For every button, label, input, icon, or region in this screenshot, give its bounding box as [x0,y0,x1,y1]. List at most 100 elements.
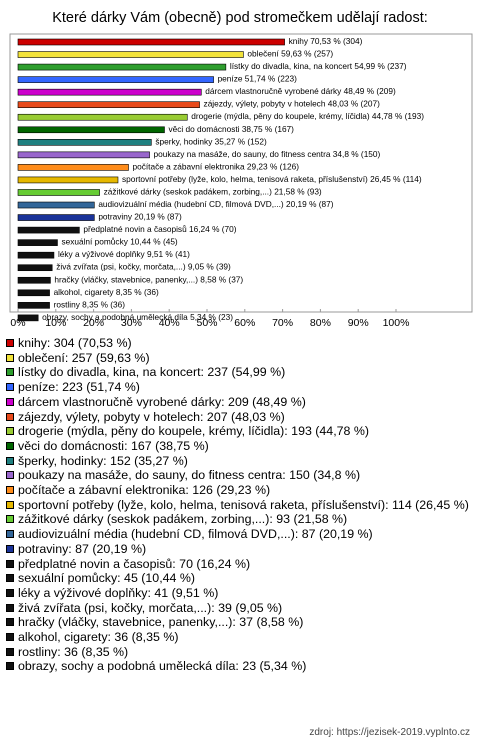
legend-item: rostliny: 36 (8,35 %) [6,645,472,660]
bar-label: předplatné novin a časopisů 16,24 % (70) [83,224,236,234]
legend-item: živá zvířata (psi, kočky, morčata,...): … [6,601,472,616]
bar [17,264,53,272]
bar-label: sexuální pomůcky 10,44 % (45) [61,237,177,247]
bar-label: alkohol, cigarety 8,35 % (36) [54,287,159,297]
legend-item: knihy: 304 (70,53 %) [6,336,472,351]
value-label: 26,45 % (114) [370,174,422,184]
bar-label: oblečení 59,63 % (257) [247,49,333,59]
legend-item: drogerie (mýdla, pěny do koupele, krémy,… [6,424,472,439]
legend-swatch [6,559,14,568]
value-label: 9,05 % (39) [188,262,231,272]
x-tick-label: 70% [272,317,293,329]
category-label: sportovní potřeby (lyže, kolo, helma, te… [122,174,368,184]
legend-item: léky a výživové doplňky: 41 (9,51 %) [6,586,472,601]
legend-label: věci do domácnosti: 167 (38,75 %) [18,438,209,453]
bar-label: živá zvířata (psi, kočky, morčata,...) 9… [56,262,231,272]
legend-label: zájezdy, výlety, pobyty v hotelech: 207 … [18,409,285,424]
bar [17,76,214,83]
value-label: 38,75 % (167) [242,124,294,134]
legend-item: lístky do divadla, kina, na koncert: 237… [6,365,472,380]
category-label: lístky do divadla, kina, na koncert [230,61,353,71]
value-label: 8,35 % (36) [116,287,159,297]
value-label: 9,51 % (41) [147,249,190,259]
chart-title: Které dárky Vám (obecně) pod stromečkem … [52,10,428,26]
legend-item: oblečení: 257 (59,63 %) [6,351,472,366]
legend-label: audiovizuální média (hudební CD, filmová… [18,527,373,542]
category-label: předplatné novin a časopisů [83,224,187,234]
x-tick-label: 60% [234,317,255,329]
bar-label: lístky do divadla, kina, na koncert 54,9… [230,61,407,71]
x-tick-label: 40% [159,317,180,329]
legend-label: knihy: 304 (70,53 %) [18,336,132,350]
value-label: 5,34 % (23) [190,312,233,322]
legend-label: léky a výživové doplňky: 41 (9,51 %) [18,585,219,600]
bar [17,101,200,108]
bar-label: věci do domácnosti 38,75 % (167) [168,124,294,134]
legend-item: sexuální pomůcky: 45 (10,44 %) [6,571,472,586]
category-label: zájezdy, výlety, pobyty v hotelech [204,99,326,109]
x-tick-label: 90% [348,317,369,329]
legend-label: alkohol, cigarety: 36 (8,35 %) [18,630,179,645]
category-label: potraviny [98,212,133,222]
chart: Které dárky Vám (obecně) pod stromečkem … [9,10,473,329]
bar-label: peníze 51,74 % (223) [218,74,298,84]
value-label: 8,35 % (36) [82,300,125,310]
legend-item: zážitkové dárky (seskok padákem, zorbing… [6,512,472,527]
bar-label: audiovizuální média (hudební CD, filmová… [98,199,333,209]
bar [17,51,244,58]
category-label: knihy [289,36,309,46]
legend-swatch [6,588,14,597]
legend-swatch [6,647,14,656]
value-label: 48,49 % (209) [344,86,396,96]
plot-frame [9,33,473,313]
bar [17,201,95,209]
legend-label: šperky, hodinky: 152 (35,27 %) [18,453,188,468]
legend-label: hračky (vláčky, stavebnice, panenky,...)… [18,615,304,630]
value-label: 59,63 % (257) [281,49,333,59]
legend-label: oblečení: 257 (59,63 %) [18,350,150,365]
x-tick-label: 100% [383,317,410,329]
category-label: alkohol, cigarety [54,287,115,297]
bar [17,189,100,196]
legend-item: audiovizuální média (hudební CD, filmová… [6,527,472,542]
legend-item: šperky, hodinky: 152 (35,27 %) [6,454,472,469]
category-label: peníze [218,74,243,84]
bar [17,126,165,134]
category-label: dárcem vlastnoručně vyrobené dárky [205,86,342,96]
legend-swatch [6,530,14,539]
category-label: poukazy na masáže, do sauny, do fitness … [154,149,331,159]
legend-label: drogerie (mýdla, pěny do koupele, krémy,… [18,424,370,439]
legend-label: poukazy na masáže, do sauny, do fitness … [18,468,361,483]
category-label: šperky, hodinky [155,137,213,147]
legend-item: hračky (vláčky, stavebnice, panenky,...)… [6,615,472,630]
value-label: 34,8 % (150) [333,149,381,159]
legend-item: obrazy, sochy a podobná umělecká díla: 2… [6,659,472,674]
legend-item: zájezdy, výlety, pobyty v hotelech: 207 … [6,410,472,425]
category-label: audiovizuální média (hudební CD, filmová… [98,199,284,209]
bar [17,302,50,309]
legend-item: počítače a zábavní elektronika: 126 (29,… [6,483,472,498]
bar [17,226,80,234]
bar-label: knihy 70,53 % (304) [289,36,363,46]
value-label: 20,19 % (87) [134,212,182,222]
legend-item: dárcem vlastnoručně vyrobené dárky: 209 … [6,395,472,410]
bar-label: léky a výživové doplňky 9,51 % (41) [58,249,190,259]
legend-swatch [6,339,14,347]
legend-swatch [6,603,14,612]
legend-swatch [6,544,14,553]
bar [17,164,129,171]
bar-label: hračky (vláčky, stavebnice, panenky,...)… [54,274,243,284]
bar [17,276,51,284]
bar [17,139,152,146]
legend-label: zážitkové dárky (seskok padákem, zorbing… [18,512,348,527]
bar-label: potraviny 20,19 % (87) [98,212,182,222]
bar-label: drogerie (mýdla, pěny do koupele, krémy,… [191,111,424,121]
legend-label: potraviny: 87 (20,19 %) [18,541,147,556]
legend-item: poukazy na masáže, do sauny, do fitness … [6,468,472,483]
legend-label: obrazy, sochy a podobná umělecká díla: 2… [18,659,307,674]
legend-label: předplatné novin a časopisů: 70 (16,24 %… [18,556,251,571]
legend-swatch [6,427,14,436]
legend-item: peníze: 223 (51,74 %) [6,380,472,395]
bar [17,314,39,322]
